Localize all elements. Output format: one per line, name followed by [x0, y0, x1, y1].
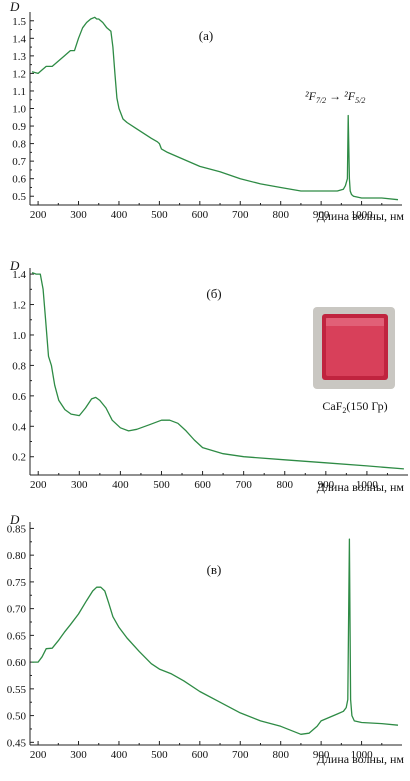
- x-tick-label: 500: [153, 479, 170, 491]
- x-tick-label: 900: [318, 479, 335, 491]
- y-tick-label: 0.55: [7, 684, 27, 696]
- x-tick-label: 800: [276, 479, 293, 491]
- y-axis-label: D: [9, 258, 20, 273]
- x-tick-label: 700: [232, 209, 249, 221]
- panel-a: 0.5 0.6 0.7 0.8 0.9 1.0 1.1 1.2 1.3 1.4 1.5 200 300 4…: [9, 0, 404, 223]
- annotation-part: →: [326, 89, 344, 103]
- y-tick-label: 0.60: [7, 657, 27, 669]
- y-tick-label: 0.65: [7, 630, 27, 642]
- x-tick-label: 200: [30, 749, 47, 761]
- series-line: [31, 16, 399, 201]
- x-axis-label: Длина волны, нм: [317, 480, 405, 494]
- x-tick-label: 200: [30, 209, 47, 221]
- y-tick-label: 0.9: [12, 121, 26, 133]
- annotation-part: ²F: [344, 89, 356, 103]
- x-tick-label: 700: [232, 749, 249, 761]
- y-tick-label: 0.8: [12, 139, 26, 151]
- x-tick-label: 900: [313, 209, 330, 221]
- crystal-face: [326, 318, 384, 376]
- y-tick-label: 0.50: [7, 711, 27, 723]
- y-tick-label: 1.5: [12, 16, 26, 28]
- photo-caption: CaF2(150 Гр): [322, 399, 387, 415]
- y-tick-label: 1.0: [12, 104, 26, 116]
- panel-label: (б): [206, 286, 221, 301]
- x-tick-label: 200: [30, 479, 47, 491]
- y-tick-label: 0.4: [12, 421, 26, 433]
- y-tick-label: 0.6: [12, 391, 26, 403]
- y-tick-label: 0.6: [12, 174, 26, 186]
- y-tick-label: 0.85: [7, 523, 27, 535]
- y-tick-label: 1.1: [12, 86, 26, 98]
- x-tick-label: 800: [272, 209, 289, 221]
- y-tick-label: 1.4: [12, 33, 26, 45]
- annotation-part: ²F: [305, 89, 317, 103]
- x-tick-label: 1000: [351, 209, 374, 221]
- y-tick-label: 1.4: [12, 269, 26, 281]
- x-tick-label: 400: [112, 479, 129, 491]
- series-line: [31, 271, 404, 470]
- x-tick-label: 700: [235, 479, 252, 491]
- panel-label: (в): [207, 562, 222, 577]
- x-tick-label: 800: [272, 749, 289, 761]
- panel-b: 0.2 0.4 0.6 0.8 1.0 1.2 1.4 200 300 400 500 600 700 8…: [9, 258, 408, 494]
- sample-photo: [313, 307, 395, 389]
- x-tick-label: 600: [192, 209, 209, 221]
- x-tick-label: 400: [111, 749, 128, 761]
- x-tick-label: 300: [70, 749, 87, 761]
- y-tick-label: 0.2: [12, 452, 26, 464]
- panel-c: 0.45 0.50 0.55 0.60 0.65 0.70 0.75 0.80 0.85 200 3…: [7, 512, 405, 766]
- x-tick-label: 400: [111, 209, 128, 221]
- y-tick-label: 1.0: [12, 330, 26, 342]
- x-axis-label: Длина волны, нм: [317, 752, 405, 766]
- x-tick-label: 900: [313, 749, 330, 761]
- y-tick-label: 0.45: [7, 737, 27, 749]
- y-axis-label: D: [9, 512, 20, 527]
- x-tick-label: 600: [192, 749, 209, 761]
- x-tick-label: 1000: [351, 749, 374, 761]
- y-tick-label: 1.3: [12, 51, 26, 63]
- x-tick-label: 600: [194, 479, 211, 491]
- y-tick-label: 0.75: [7, 577, 27, 589]
- y-tick-label: 1.2: [12, 68, 26, 80]
- annotation-part: 7/2: [316, 96, 326, 105]
- annotation-part: 5/2: [355, 96, 365, 105]
- series-line: [32, 538, 399, 735]
- y-axis-label: D: [9, 0, 20, 14]
- caption-part: CaF: [322, 399, 342, 413]
- y-tick-label: 0.70: [7, 604, 27, 616]
- x-tick-label: 500: [151, 749, 168, 761]
- transition-annotation: ²F7/2 → ²F5/2: [305, 89, 365, 105]
- x-tick-label: 500: [151, 209, 168, 221]
- y-tick-label: 0.8: [12, 360, 26, 372]
- caption-part: 2: [342, 406, 346, 415]
- x-tick-label: 1000: [356, 479, 379, 491]
- x-tick-label: 300: [70, 209, 87, 221]
- x-tick-label: 300: [71, 479, 88, 491]
- panel-label: (а): [199, 28, 213, 43]
- x-axis-label: Длина волны, нм: [317, 209, 405, 223]
- y-tick-label: 0.80: [7, 550, 27, 562]
- y-tick-label: 0.7: [12, 156, 26, 168]
- caption-part: (150 Гр): [346, 399, 387, 413]
- crystal-highlight: [326, 318, 384, 326]
- y-tick-label: 0.5: [12, 191, 26, 203]
- y-tick-label: 1.2: [12, 300, 26, 312]
